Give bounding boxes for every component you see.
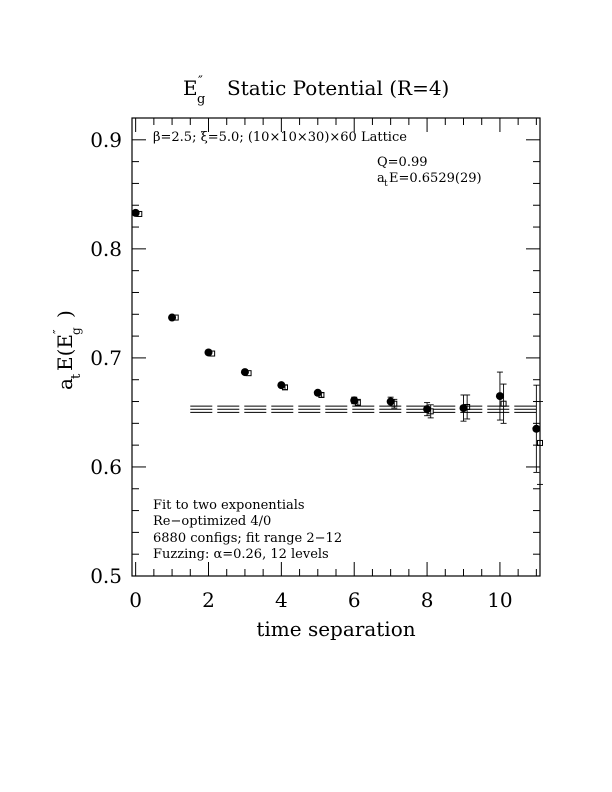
fit-info: Fit to two exponentials Re−optimized 4/0… <box>153 498 342 562</box>
y-tick-labels: 0.5 0.6 0.7 0.8 0.9 <box>90 128 122 588</box>
x-tick-label: 2 <box>202 588 215 612</box>
ylabel-superscript: ″ <box>51 329 65 334</box>
data-point-square <box>500 400 507 407</box>
x-tick-label: 8 <box>421 588 434 612</box>
y-tick-label: 0.8 <box>90 237 122 261</box>
x-tick-label: 6 <box>348 588 361 612</box>
data-point-square <box>427 408 434 415</box>
y-tick-label: 0.6 <box>90 455 122 479</box>
x-axis-label: time separation <box>256 617 415 641</box>
x-tick-label: 10 <box>487 588 512 612</box>
data-point-square <box>282 384 288 391</box>
data-point-square <box>391 400 398 407</box>
data-point-square <box>318 391 325 398</box>
data-point-circle <box>131 208 140 217</box>
axis-ticks <box>132 117 540 577</box>
chart-title: E ″ g Static Potential (R=4) <box>183 74 449 107</box>
data-point-circle <box>459 404 468 413</box>
data-point-square <box>537 439 543 446</box>
data-point-square <box>245 370 252 377</box>
data-point-circle <box>277 381 286 390</box>
ylabel-close: ) <box>53 310 77 318</box>
y-tick-label: 0.9 <box>90 128 122 152</box>
data-point-square <box>464 403 471 410</box>
data-point-circle <box>423 405 432 414</box>
title-text: Static Potential (R=4) <box>227 76 449 100</box>
data-point-square <box>136 210 143 217</box>
data-point-circle <box>495 392 504 401</box>
fit-band <box>190 405 540 413</box>
x-tick-label: 0 <box>129 588 142 612</box>
data-point-square <box>172 314 179 321</box>
x-tick-label: 4 <box>275 588 288 612</box>
y-tick-label: 0.5 <box>90 564 122 588</box>
info-line-1: Fit to two exponentials <box>153 498 305 513</box>
x-tick-labels: 0 2 4 6 8 10 <box>129 588 512 612</box>
data-point-circle <box>240 368 249 377</box>
fit-energy-t-subscript: t <box>384 179 388 189</box>
title-e: E <box>183 76 198 100</box>
ylabel-a: a <box>53 378 77 390</box>
fit-energy-value: E=0.6529(29) <box>389 171 482 186</box>
y-tick-label: 0.7 <box>90 346 122 370</box>
data-point-circle <box>313 388 322 397</box>
data-point-circle <box>532 424 541 433</box>
fit-quality: Q=0.99 <box>377 155 428 170</box>
ylabel-t-subscript: t <box>69 373 84 379</box>
data-point-circle <box>350 396 359 405</box>
info-line-4: Fuzzing: α=0.26, 12 levels <box>153 547 329 562</box>
ylabel-subscript: g <box>69 327 83 335</box>
fit-energy: a t E=0.6529(29) <box>377 171 482 189</box>
info-line-3: 6880 configs; fit range 2−12 <box>153 531 342 546</box>
lattice-note: β=2.5; ξ=5.0; (10×10×30)×60 Lattice <box>153 130 407 145</box>
data-point-square <box>354 399 361 406</box>
title-superscript: ″ <box>198 74 203 89</box>
data-point-circle <box>204 348 213 357</box>
fit-energy-a: a <box>377 171 385 186</box>
title-subscript: g <box>197 92 205 107</box>
info-line-2: Re−optimized 4/0 <box>153 514 271 529</box>
data-point-square <box>209 350 216 357</box>
y-axis-label: a t E(E ″ g ) <box>51 310 84 390</box>
data-points <box>131 208 543 485</box>
ylabel-middle: E(E <box>53 334 77 371</box>
